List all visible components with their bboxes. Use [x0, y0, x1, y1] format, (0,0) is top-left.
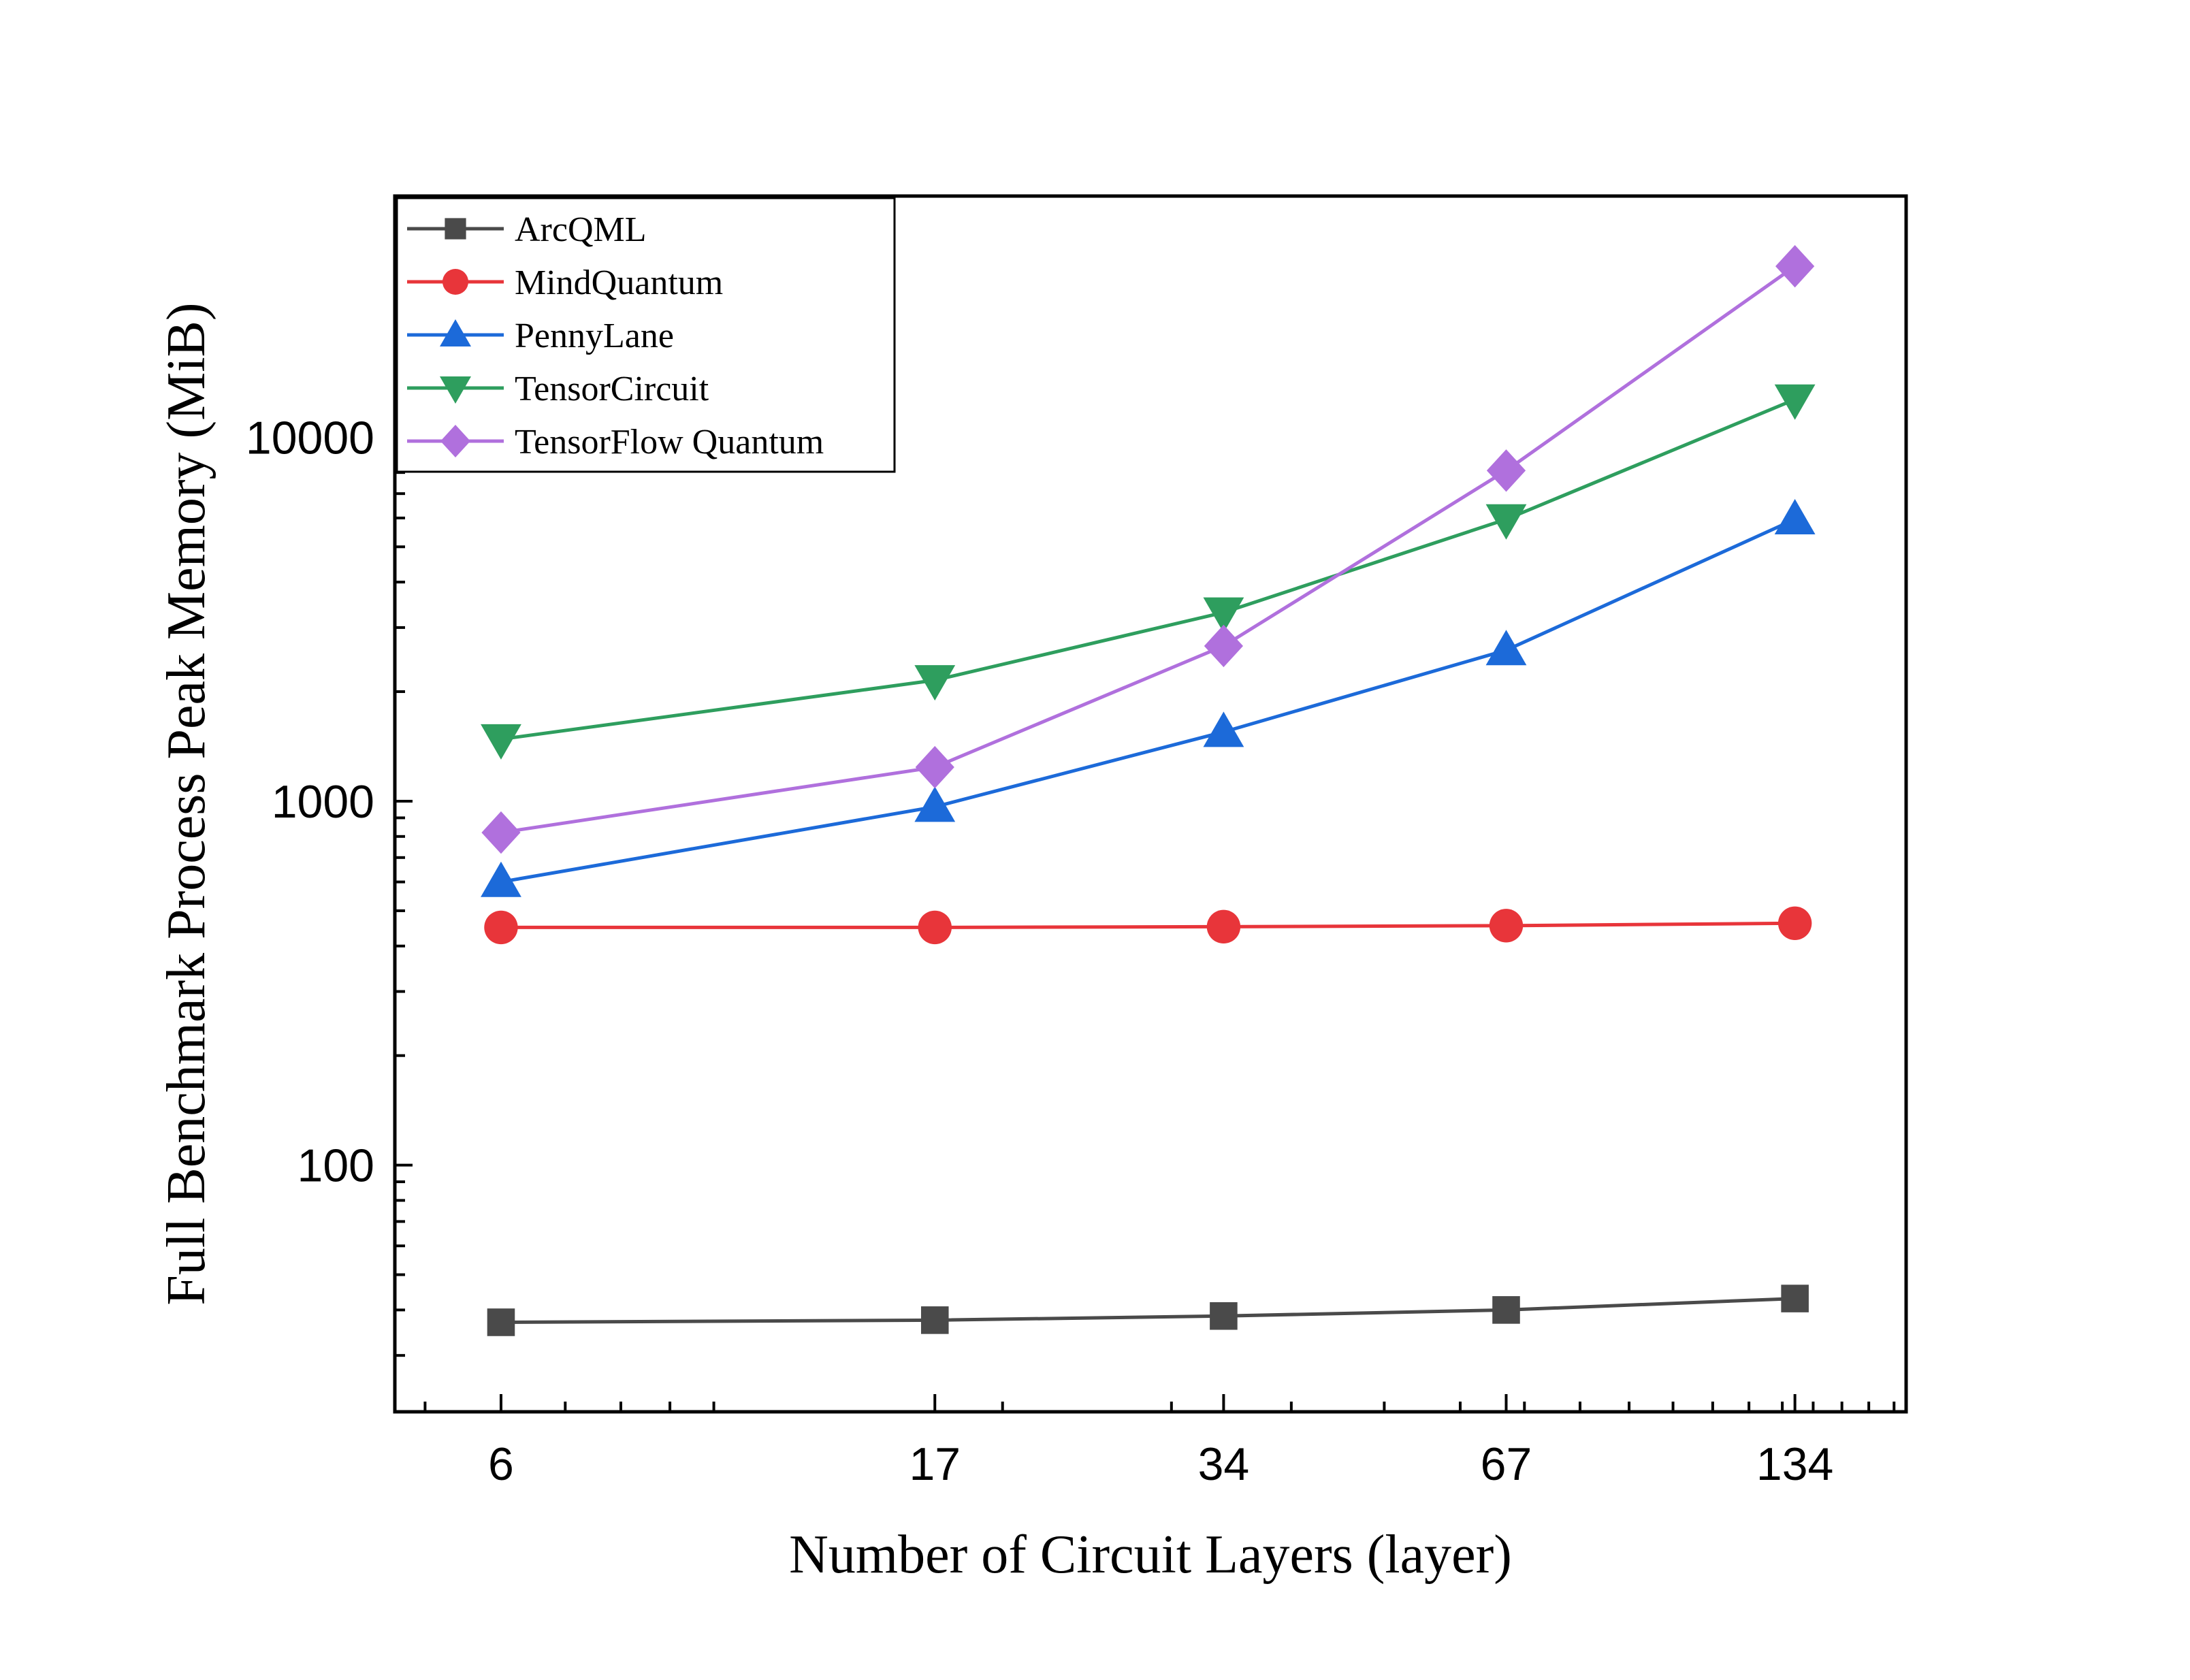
data-point	[1492, 1296, 1520, 1324]
data-point	[914, 665, 956, 701]
data-point	[487, 1308, 515, 1336]
series-markers	[481, 244, 1816, 1336]
x-axis-title: Number of Circuit Layers (layer)	[789, 1525, 1512, 1585]
data-point	[915, 745, 954, 789]
legend-marker	[440, 319, 471, 346]
legend-label: TensorFlow Quantum	[515, 423, 824, 462]
legend-marker	[440, 425, 470, 457]
x-tick-label: 17	[909, 1438, 961, 1490]
y-tick-label: 10000	[246, 412, 374, 464]
data-point	[1206, 909, 1241, 944]
data-point	[1210, 1302, 1238, 1330]
data-point	[1203, 597, 1244, 633]
legend-marker	[440, 376, 471, 404]
y-axis-title: Full Benchmark Process Peak Memory (MiB)	[157, 302, 216, 1305]
legend-marker	[445, 218, 466, 240]
data-point	[1485, 504, 1527, 540]
y-tick-label: 1000	[272, 776, 374, 828]
data-point	[1777, 906, 1812, 940]
plot-frame	[393, 194, 1908, 1414]
data-point	[481, 811, 521, 854]
data-point	[1774, 498, 1816, 534]
data-point	[1203, 711, 1244, 747]
x-tick-label: 134	[1756, 1438, 1833, 1490]
data-point	[1485, 630, 1527, 666]
legend-marker	[442, 269, 468, 295]
legend-label: PennyLane	[515, 317, 674, 355]
x-tick-label: 6	[488, 1438, 514, 1490]
data-point	[920, 1306, 949, 1334]
legend-label: TensorCircuit	[515, 370, 709, 408]
axis-ticks	[395, 216, 1896, 1412]
x-tick-label: 67	[1481, 1438, 1532, 1490]
y-tick-label: 100	[297, 1140, 374, 1192]
legend-label: ArcQML	[515, 210, 647, 249]
data-point	[1204, 624, 1244, 668]
data-point	[1486, 449, 1526, 492]
data-point	[1775, 244, 1815, 288]
data-point	[481, 861, 521, 897]
data-point	[914, 786, 956, 822]
data-point	[481, 724, 521, 760]
data-point	[1774, 384, 1816, 420]
data-point	[484, 910, 518, 945]
legend-label: MindQuantum	[515, 263, 723, 302]
x-tick-label: 34	[1198, 1438, 1250, 1490]
data-point	[1489, 909, 1524, 943]
axis-tick-labels: 100 1000 10000 6 17 34 67 134	[246, 412, 1833, 1490]
data-point	[918, 910, 952, 945]
data-point	[1781, 1285, 1809, 1312]
legend: ArcQML MindQuantum PennyLane TensorCircuit T…	[396, 197, 896, 473]
